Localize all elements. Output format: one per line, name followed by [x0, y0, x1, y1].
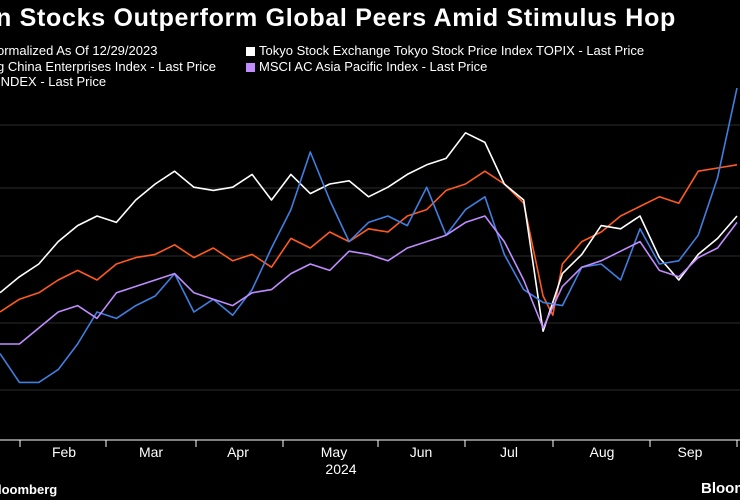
legend-item-msci-apac: MSCI AC Asia Pacific Index - Last Price — [246, 59, 487, 74]
source-label: loomberg — [0, 482, 58, 497]
chart-title: n Stocks Outperform Global Peers Amid St… — [0, 4, 677, 32]
legend-item-hscei: g China Enterprises Index - Last Price — [0, 59, 216, 74]
series-line-0 — [0, 164, 738, 316]
x-tick-label: Sep — [678, 444, 703, 460]
series-line-3 — [0, 215, 738, 345]
x-tick-label: Feb — [52, 444, 76, 460]
x-year-label: 2024 — [325, 461, 356, 477]
x-tick-label: Jun — [410, 444, 433, 460]
legend-item-index: INDEX - Last Price — [0, 74, 106, 89]
x-tick-label: Jul — [500, 444, 518, 460]
legend-label: ormalized As Of 12/29/2023 — [0, 43, 158, 58]
brand-label: Bloom — [701, 480, 740, 497]
legend-label: INDEX - Last Price — [0, 74, 107, 89]
x-tick-label: Mar — [139, 444, 163, 460]
legend-label: Tokyo Stock Exchange Tokyo Stock Price I… — [259, 43, 645, 58]
x-tick-label: Apr — [227, 444, 249, 460]
legend-swatch — [246, 63, 255, 72]
x-tick-label: Aug — [590, 444, 615, 460]
x-axis: Feb Mar Apr May Jun Jul Aug Sep 2024 — [0, 439, 740, 477]
series-line-1 — [0, 132, 738, 332]
series-lines — [0, 87, 738, 384]
legend-item-index-normalized: ormalized As Of 12/29/2023 — [0, 43, 157, 58]
legend-label: MSCI AC Asia Pacific Index - Last Price — [259, 59, 488, 74]
legend-label: g China Enterprises Index - Last Price — [0, 59, 216, 74]
series-line-2 — [0, 87, 738, 384]
x-tick-label: May — [321, 444, 347, 460]
legend-item-topix: Tokyo Stock Exchange Tokyo Stock Price I… — [246, 43, 644, 58]
gridlines — [0, 124, 740, 391]
legend-swatch — [246, 47, 255, 56]
